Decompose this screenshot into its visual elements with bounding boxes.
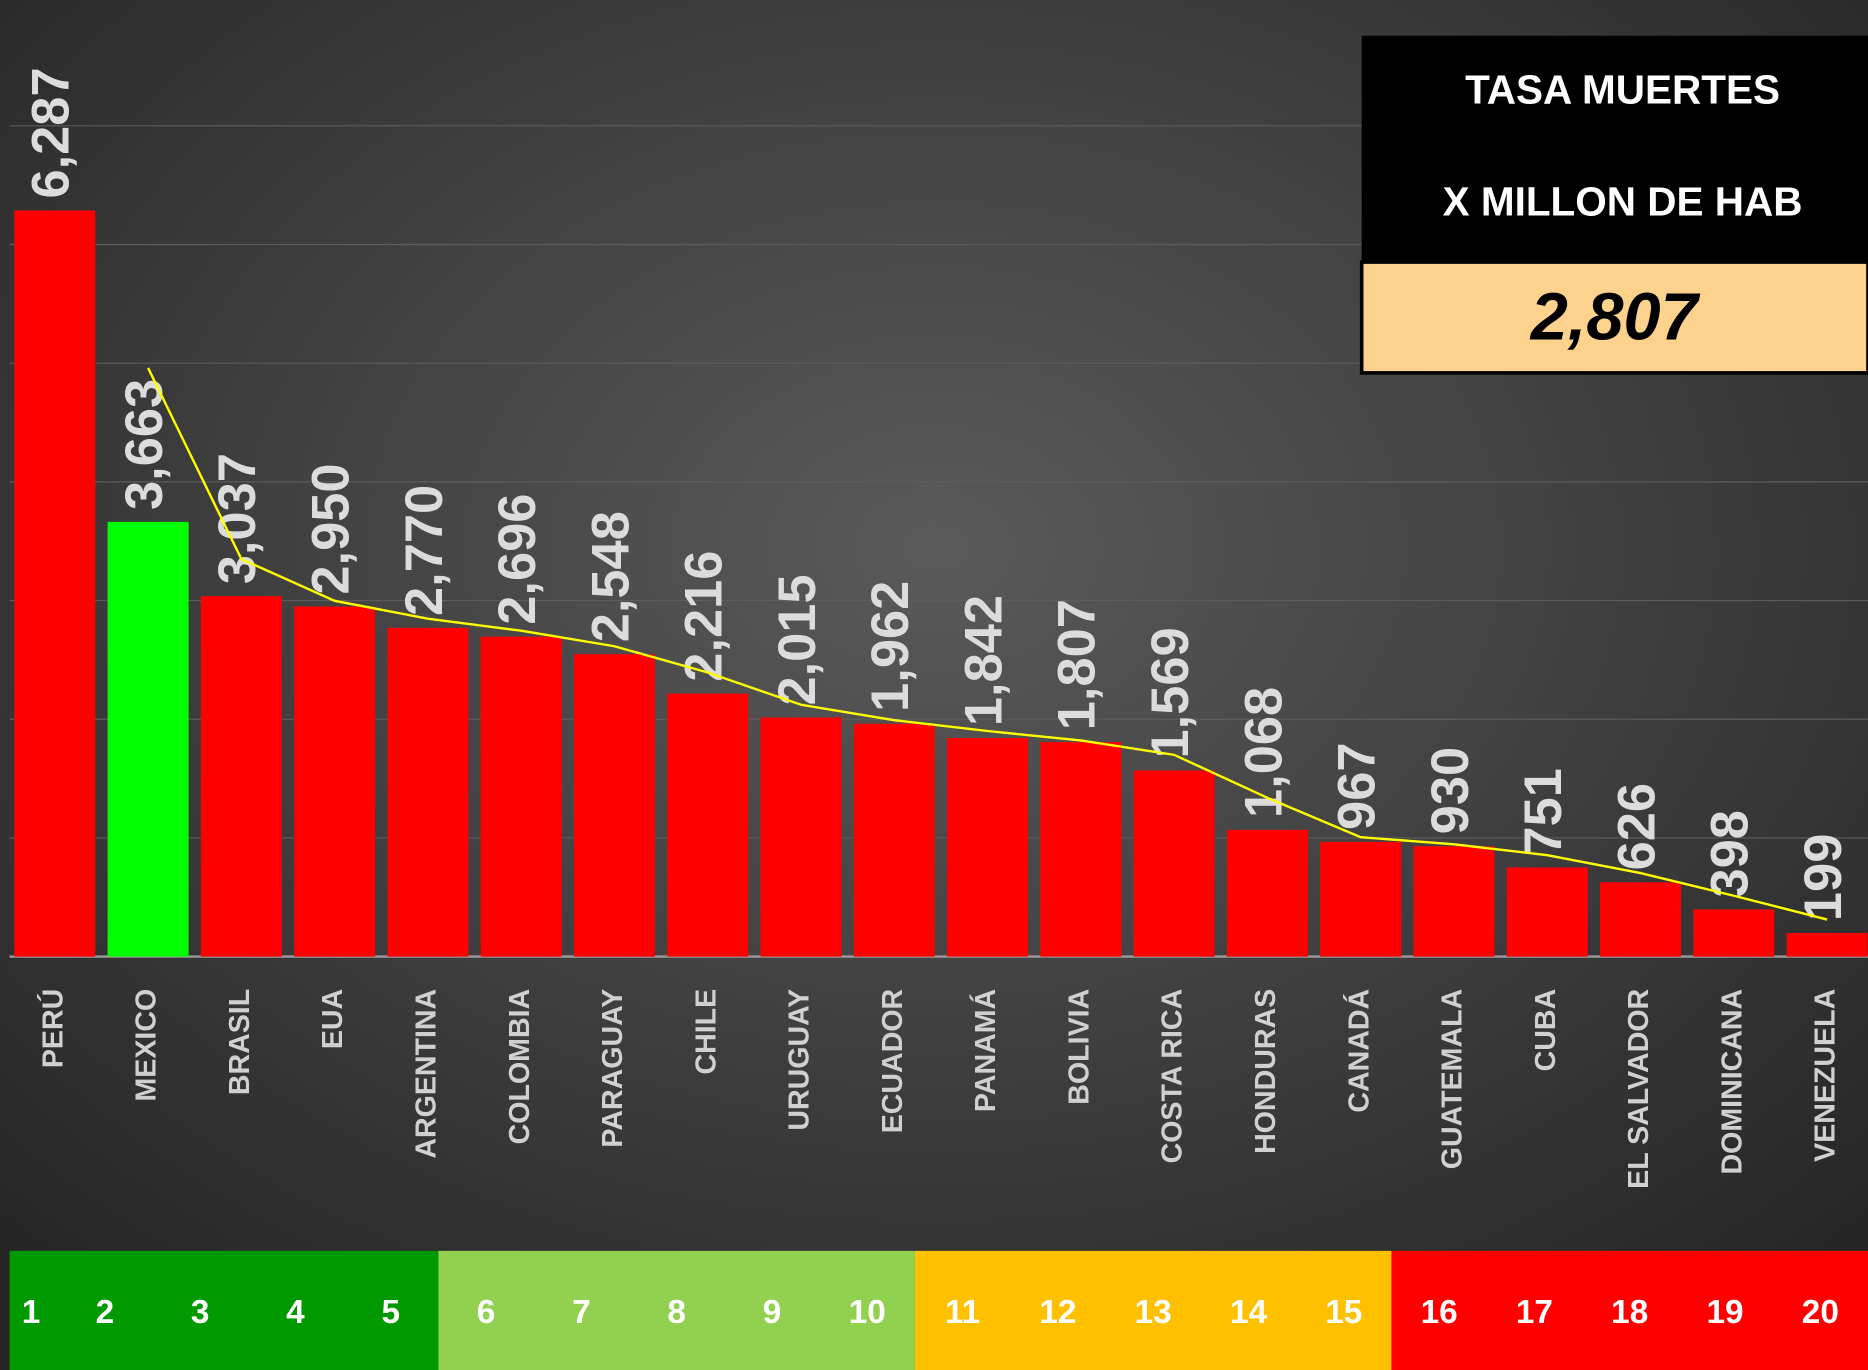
x-tick-label: EL SALVADOR [1623,988,1655,1188]
data-label: 2,696 [489,494,547,625]
x-tick-label: PERÚ [35,989,69,1068]
data-label: 2,015 [769,574,827,705]
x-tick-label: PARAGUAY [597,989,629,1148]
data-label: 967 [1329,742,1387,829]
bar [1320,841,1402,957]
x-tick-label: BRASIL [224,989,256,1095]
rank-number: 6 [477,1294,496,1331]
data-label: 1,569 [1142,627,1200,758]
bar [1413,846,1495,957]
x-tick-label: EUA [317,989,349,1049]
x-tick-label: CUBA [1530,989,1562,1072]
x-tick-label: GUATEMALA [1437,989,1469,1169]
rank-number: 19 [1706,1294,1743,1331]
bar [387,627,469,957]
x-tick-label: ARGENTINA [410,989,442,1159]
bar [947,738,1029,957]
data-label: 398 [1702,810,1760,897]
bar [1506,867,1588,957]
rank-number: 18 [1611,1294,1648,1331]
data-label: 1,842 [955,595,1013,726]
rank-number: 12 [1039,1294,1076,1331]
rank-number: 13 [1135,1294,1172,1331]
rank-number: 3 [191,1294,210,1331]
bar [480,636,562,957]
x-tick-label: BOLIVIA [1063,989,1095,1105]
rank-number: 1 [22,1294,41,1331]
x-tick-label: URUGUAY [784,989,816,1131]
x-tick-label: MEXICO [131,989,163,1102]
data-label: 199 [1795,834,1853,921]
data-label: 2,216 [676,551,734,682]
bar [1226,829,1308,957]
rank-band [914,1250,1392,1370]
rank-band [1391,1250,1868,1370]
bar [294,606,376,957]
rank-number: 5 [381,1294,400,1331]
bar [667,693,749,957]
data-label: 6,287 [23,67,81,198]
data-label: 930 [1422,747,1480,834]
summary-value-box [1359,260,1868,375]
bar [14,210,96,957]
bar [760,717,842,957]
data-label: 751 [1515,768,1573,855]
rank-band [9,1250,439,1370]
data-label: 1,962 [862,581,920,712]
summary-value: 2,807 [1529,280,1701,354]
bar [1786,932,1868,957]
rank-number: 9 [763,1294,782,1331]
data-label: 1,807 [1049,599,1107,730]
bar [573,654,655,957]
x-tick-label: DOMINICANA [1716,989,1748,1175]
data-label: 1,068 [1235,687,1293,818]
x-tick-label: PANAMÁ [968,989,1002,1112]
bar [853,723,935,957]
summary-header [1361,35,1868,263]
rank-number: 17 [1516,1294,1553,1331]
data-label: 3,037 [209,453,267,584]
rank-number: 16 [1421,1294,1458,1331]
x-tick-label: ECUADOR [877,988,909,1133]
x-tick-label: HONDURAS [1250,989,1282,1154]
trend-line [147,367,1828,921]
rank-number: 4 [286,1294,305,1331]
rank-band [438,1250,915,1370]
summary-title: X MILLON DE HAB [1443,179,1803,225]
rank-number: 2 [96,1294,115,1331]
bar [1693,909,1775,957]
x-tick-label: CHILE [690,989,722,1075]
x-tick-label: COLOMBIA [504,989,536,1145]
rank-number: 7 [572,1294,591,1331]
data-label: 2,950 [302,463,360,594]
rank-number: 10 [849,1294,886,1331]
rank-number: 20 [1802,1294,1839,1331]
data-label: 626 [1608,783,1666,870]
data-label: 3,663 [116,379,174,510]
bar [1133,770,1215,957]
rank-number: 8 [667,1294,686,1331]
x-tick-label: CANADÁ [1341,989,1375,1113]
bar [1600,882,1682,957]
rank-number: 15 [1325,1294,1362,1331]
summary-title: TASA MUERTES [1465,67,1780,113]
bar [200,596,282,957]
rank-number: 14 [1230,1294,1268,1331]
x-tick-label: VENEZUELA [1810,989,1842,1162]
data-label: 2,548 [582,511,640,642]
rank-number: 11 [945,1294,980,1331]
data-label: 2,770 [396,485,454,616]
x-tick-label: COSTA RICA [1157,989,1189,1164]
bar [107,521,189,957]
bar [1040,742,1122,957]
